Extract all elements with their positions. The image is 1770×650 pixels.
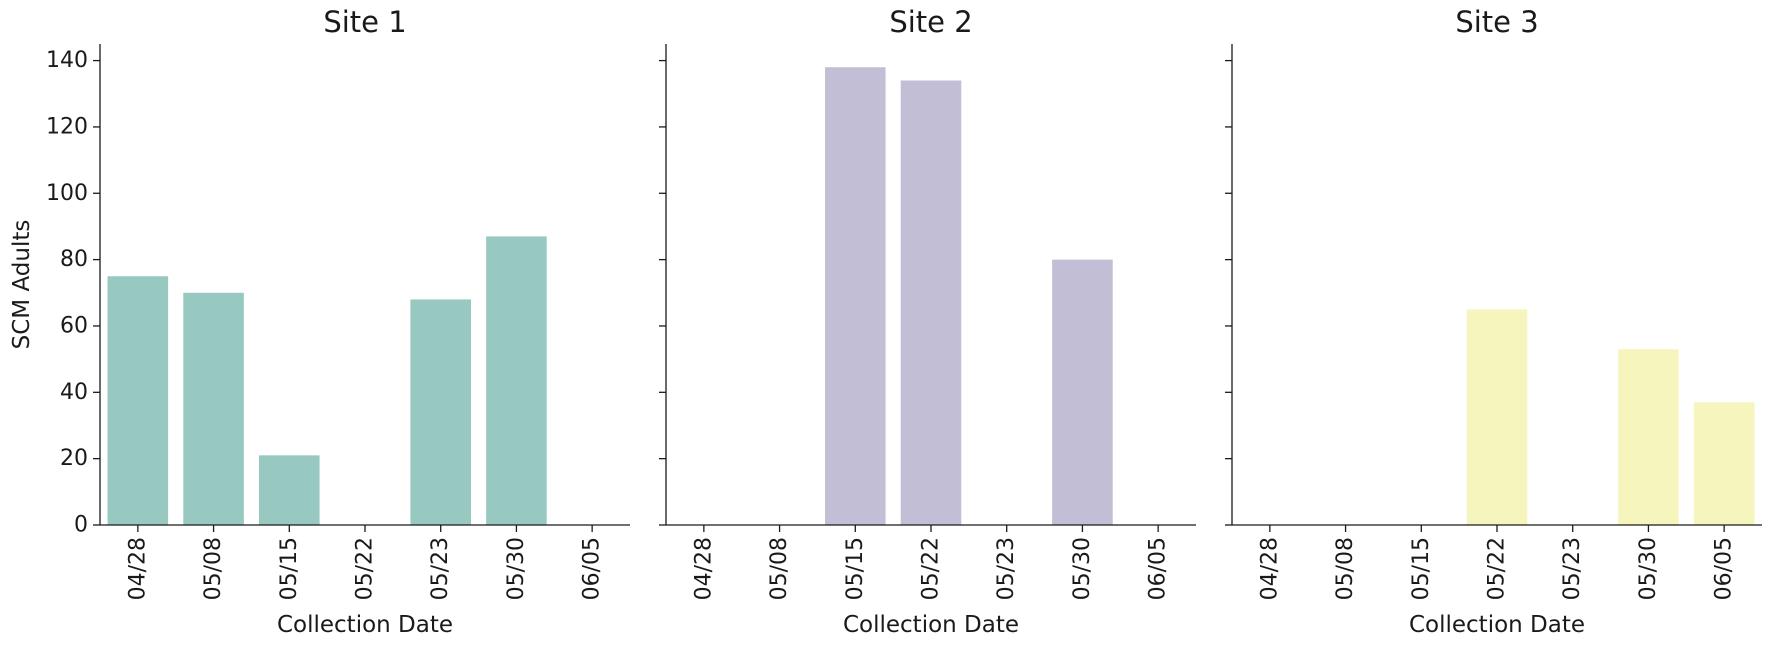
bar-05-30	[486, 236, 547, 525]
x-tick-label: 05/23	[994, 537, 1019, 600]
x-tick-label: 05/23	[1560, 537, 1585, 600]
bar-05-15	[259, 455, 320, 525]
bar-05-22	[1466, 309, 1528, 525]
bar-05-15	[825, 67, 886, 525]
y-axis-label: SCM Adults	[9, 220, 35, 350]
x-tick-label: 06/05	[580, 537, 605, 600]
x-tick-label: 05/15	[277, 537, 302, 600]
bar-05-23	[410, 299, 471, 525]
y-tick-label: 60	[60, 313, 88, 338]
x-tick-label: 05/15	[843, 537, 868, 600]
chart-panel-3: 04/28 05/08 05/15 05/22 05/23 05/30 06/05 Site …	[1225, 5, 1762, 638]
bar-05-30	[1618, 349, 1679, 525]
panel-title: Site 3	[1455, 5, 1538, 39]
x-tick-label: 05/22	[353, 537, 378, 600]
x-tick-label: 05/22	[919, 537, 944, 600]
x-tick-label: 04/28	[125, 537, 150, 600]
bar-05-08	[183, 292, 244, 525]
y-tick-label: 140	[46, 48, 88, 73]
x-tick-label: 05/30	[504, 537, 529, 600]
x-tick-label: 04/28	[691, 537, 716, 600]
x-tick-label: 04/28	[1257, 537, 1282, 600]
chart-panel-2: 04/28 05/08 05/15 05/22 05/23 05/30 06/05 Site …	[659, 5, 1196, 638]
bar-04-28	[107, 276, 169, 525]
y-tick-label: 80	[60, 247, 88, 272]
x-tick-label: 05/08	[767, 537, 792, 600]
panel-title: Site 2	[889, 5, 972, 39]
y-tick-label: 120	[46, 114, 88, 139]
y-tick-label: 100	[46, 181, 88, 206]
bar-05-30	[1052, 259, 1113, 525]
chart-panel-1: 0 20 40 60 80 100 120 140 04/28 05/08 05/15 05/22 05…	[9, 5, 630, 638]
x-axis-label: Collection Date	[1409, 612, 1585, 638]
y-tick-label: 0	[74, 513, 88, 538]
x-tick-label: 06/05	[1712, 537, 1737, 600]
x-axis-label: Collection Date	[843, 612, 1019, 638]
x-tick-label: 05/23	[428, 537, 453, 600]
x-tick-label: 06/05	[1146, 537, 1171, 600]
x-tick-label: 05/15	[1409, 537, 1434, 600]
x-tick-label: 05/22	[1485, 537, 1510, 600]
x-tick-label: 05/08	[201, 537, 226, 600]
bar-06-05	[1693, 402, 1755, 525]
x-axis-label: Collection Date	[277, 612, 453, 638]
y-tick-label: 20	[60, 446, 88, 471]
bar-05-22	[900, 80, 962, 526]
y-tick-label: 40	[60, 380, 88, 405]
x-tick-label: 05/30	[1070, 537, 1095, 600]
x-tick-label: 05/30	[1636, 537, 1661, 600]
panel-title: Site 1	[323, 5, 406, 39]
x-tick-label: 05/08	[1333, 537, 1358, 600]
